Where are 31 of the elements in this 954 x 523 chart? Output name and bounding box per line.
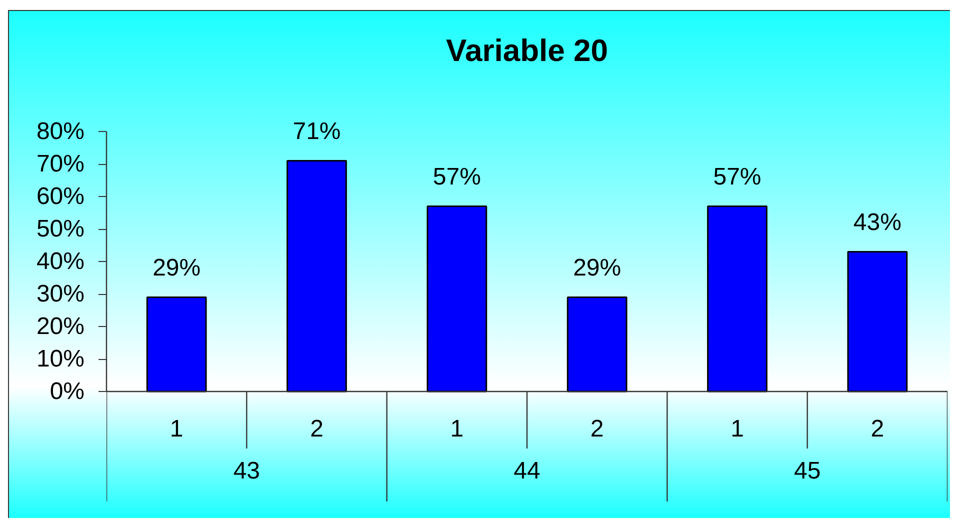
- data-label: 57%: [432, 163, 481, 190]
- data-label: 29%: [152, 254, 201, 282]
- bar: [426, 206, 488, 392]
- category-label: 1: [170, 416, 184, 442]
- data-label: 29%: [573, 254, 622, 282]
- category-label: 1: [730, 416, 744, 442]
- data-label: 71%: [292, 118, 341, 145]
- bar: [847, 251, 908, 392]
- y-tick-label: 80%: [36, 118, 85, 145]
- y-tick-label: 70%: [36, 150, 85, 178]
- category-label: 2: [590, 416, 604, 442]
- category-label: 1: [450, 416, 464, 442]
- y-tick-label: 60%: [36, 183, 85, 210]
- category-label: 2: [310, 416, 324, 442]
- bar: [707, 206, 768, 392]
- y-tick-label: 10%: [36, 346, 85, 372]
- y-tick-label: 40%: [36, 248, 85, 275]
- y-tick-label: 50%: [36, 216, 85, 242]
- data-label: 57%: [713, 163, 762, 190]
- bar: [566, 296, 628, 392]
- chart-title: Variable 20: [446, 33, 608, 68]
- category-label: 44: [514, 458, 540, 484]
- bar: [146, 296, 207, 392]
- category-label: 45: [794, 458, 821, 484]
- category-label: 2: [870, 416, 884, 442]
- y-tick-label: 30%: [36, 280, 85, 308]
- category-label: 43: [233, 458, 260, 484]
- bar: [286, 160, 347, 392]
- y-tick-label: 0%: [50, 378, 84, 405]
- y-tick-label: 20%: [36, 313, 85, 340]
- data-label: 43%: [853, 208, 902, 236]
